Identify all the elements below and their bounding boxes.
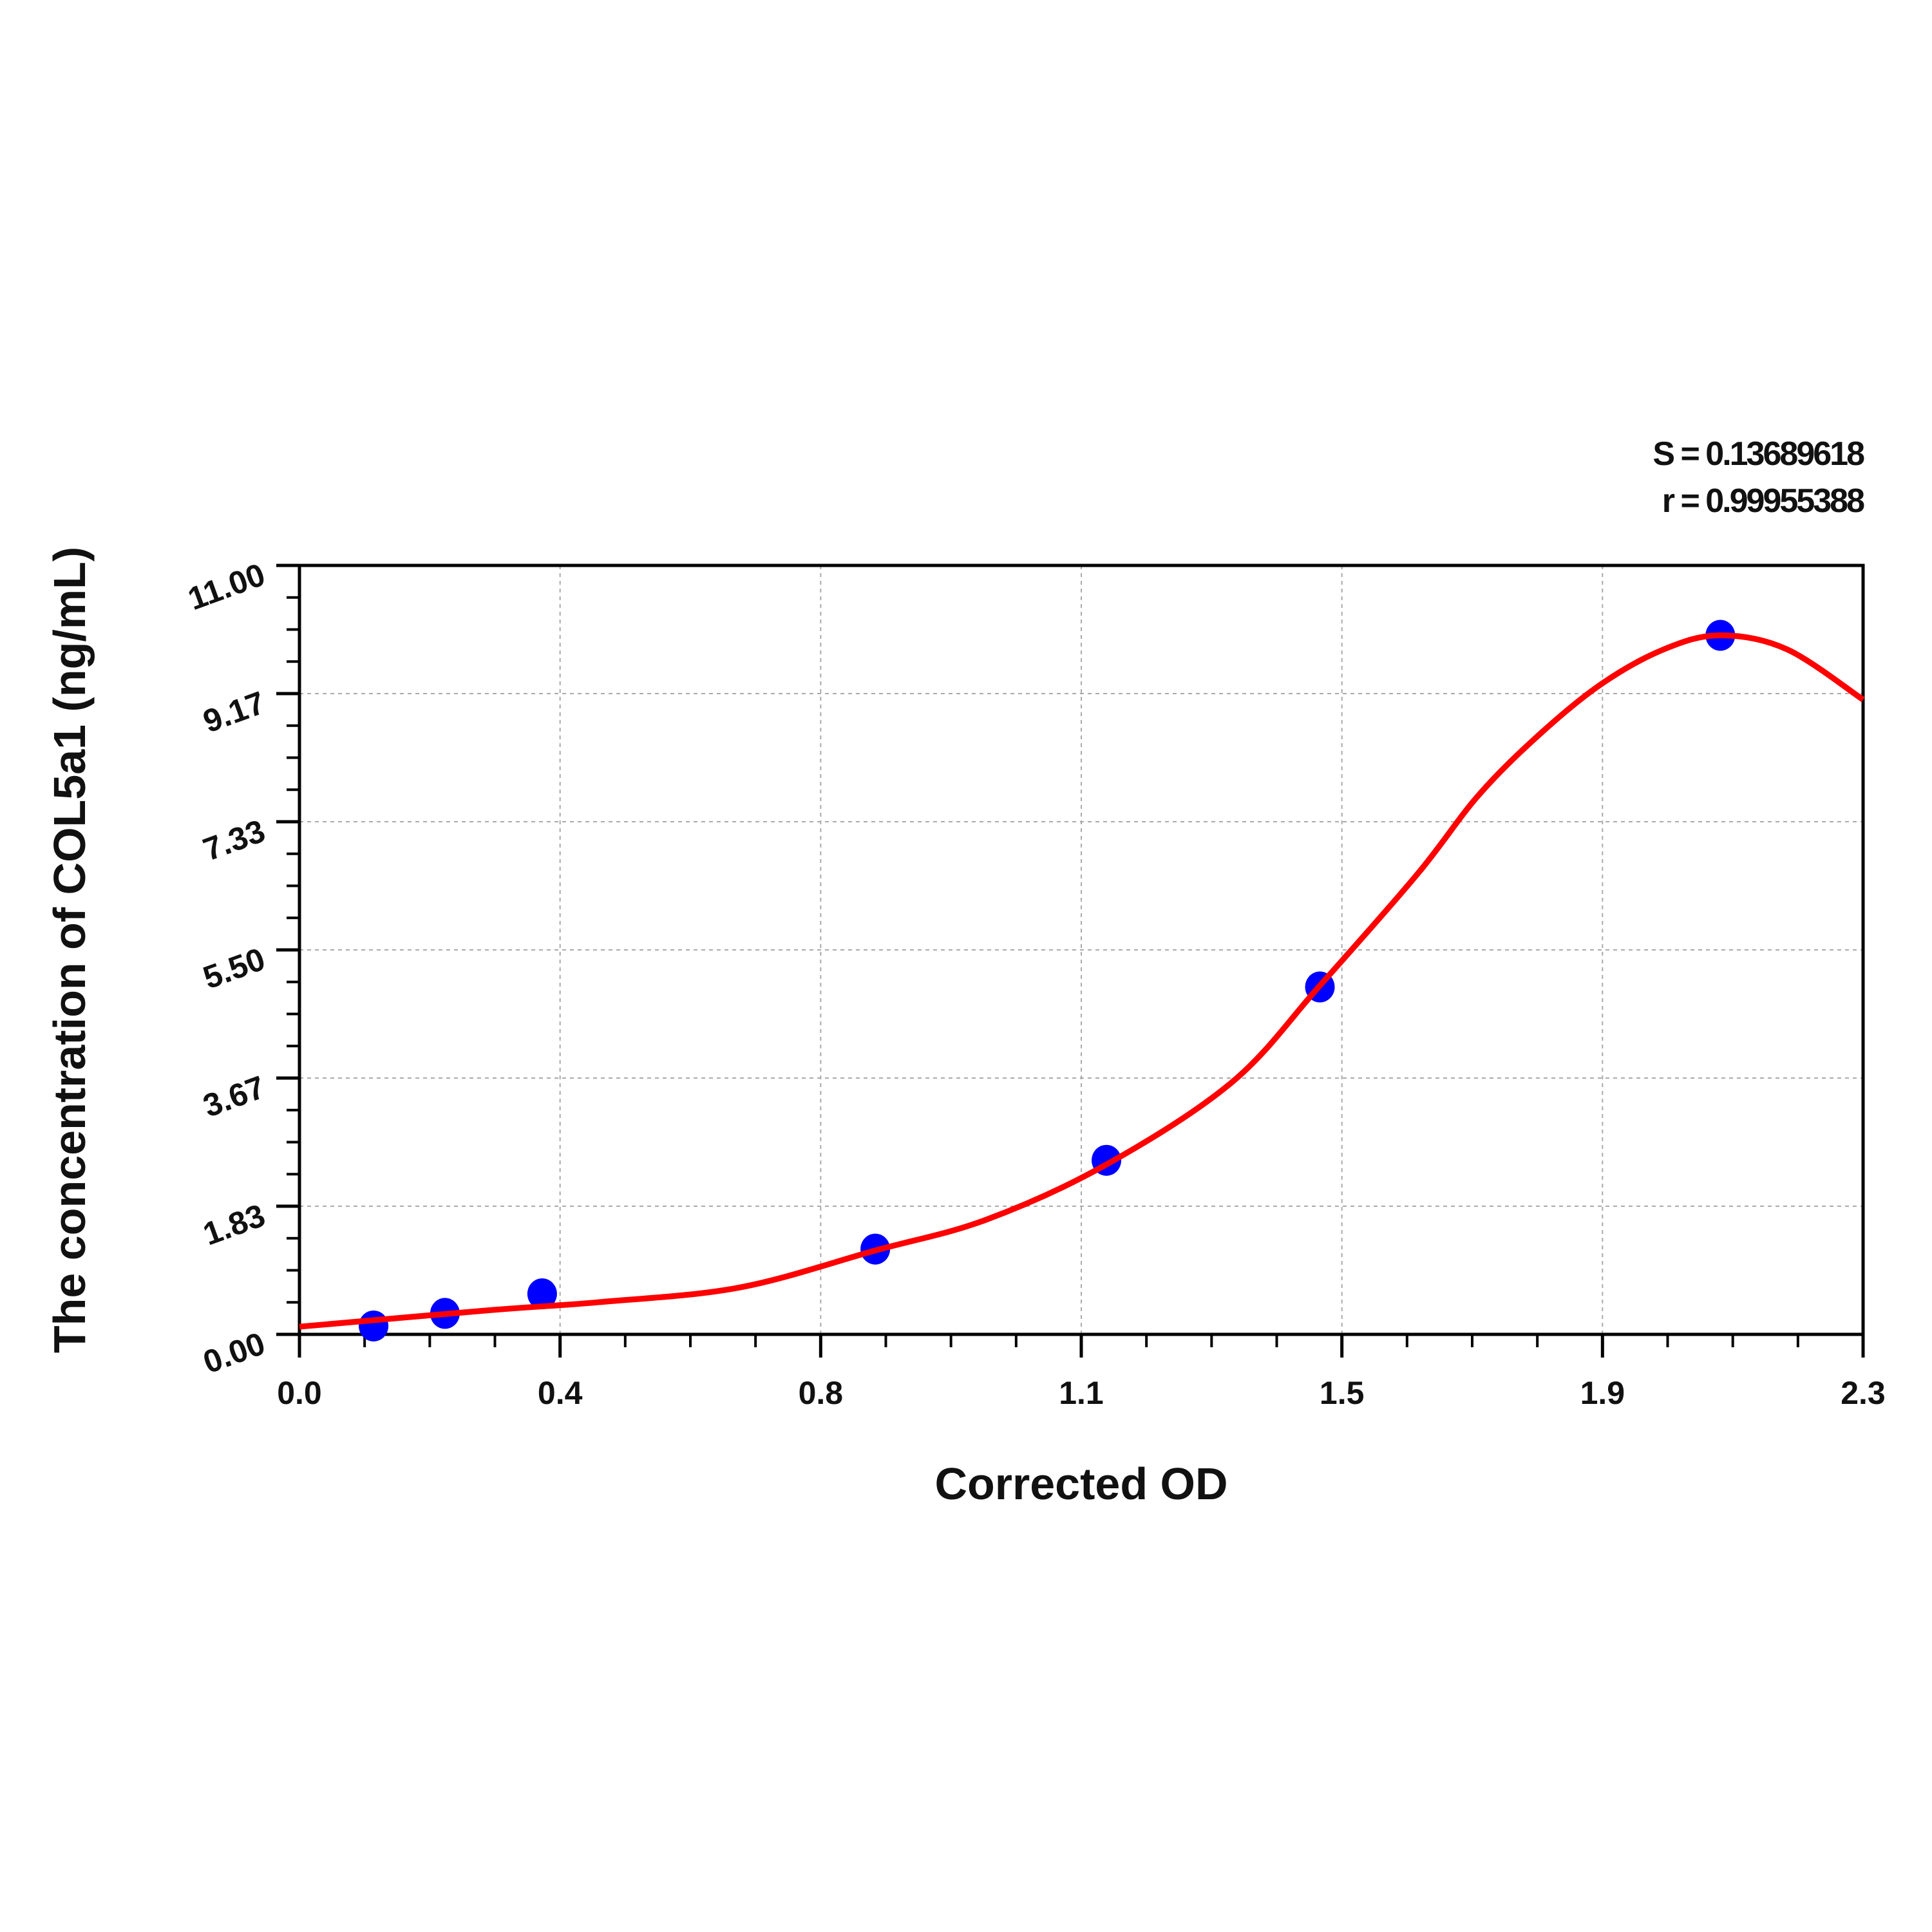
x-axis-title: Corrected OD [934,1459,1227,1509]
y-tick-label: 3.67 [198,1069,270,1124]
axis-ticks [276,564,1865,1358]
x-tick-label: 1.5 [1320,1375,1365,1411]
x-tick-label: 0.4 [538,1375,583,1411]
plot-frame [298,564,1865,1336]
y-tick-label: 5.50 [198,941,270,996]
x-tick-label: 2.3 [1841,1375,1886,1411]
y-tick-label: 9.17 [198,685,270,740]
y-tick-label: 11.00 [184,556,270,617]
y-axis-title: The concentration of COL5a1 (ng/mL) [44,547,95,1353]
stat-s: S = 0.13689618 [1653,435,1864,473]
data-point [527,1278,557,1310]
x-tick-label: 0.8 [799,1375,844,1411]
data-point [359,1310,389,1341]
x-tick-label: 0.0 [277,1375,322,1411]
y-tick-label: 1.83 [198,1197,270,1253]
y-tick-label: 0.00 [198,1325,270,1381]
fit-curve [299,632,1865,1330]
x-tick-labels: 0.0 0.4 0.8 1.1 1.5 1.9 2.3 [277,1375,1886,1411]
y-tick-labels: 0.00 1.83 3.67 5.50 7.33 9.17 11.00 [184,556,270,1381]
x-tick-label: 1.1 [1059,1375,1104,1411]
stat-r: r = 0.99955388 [1662,482,1864,520]
data-points [359,620,1736,1341]
y-tick-label: 7.33 [198,813,270,868]
grid [299,565,1863,1334]
x-tick-label: 1.9 [1580,1375,1625,1411]
